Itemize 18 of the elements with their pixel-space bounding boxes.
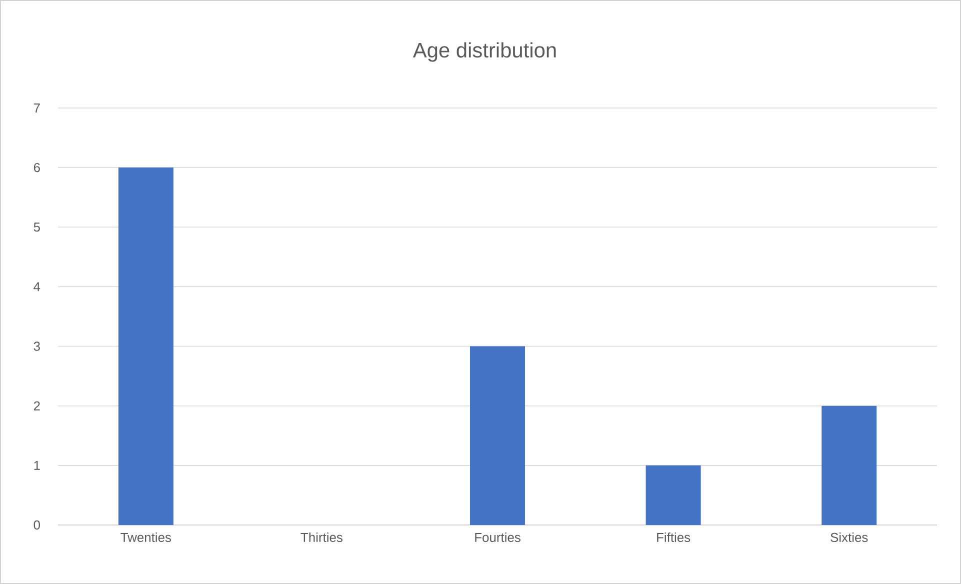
y-tick-label: 6 (34, 162, 40, 172)
x-tick-label: Sixties (830, 532, 868, 542)
y-tick-label: 3 (34, 342, 40, 351)
y-tick-label: 5 (34, 222, 40, 232)
bar (646, 465, 701, 525)
bar (470, 346, 526, 525)
bar (822, 406, 877, 525)
y-tick-label: 0 (34, 520, 40, 530)
y-tick-label: 7 (34, 104, 40, 112)
x-tick-label: Fourties (475, 532, 520, 542)
y-tick-label: 1 (34, 460, 40, 470)
x-tick-label: Twenties (120, 532, 171, 542)
bar (118, 168, 174, 525)
y-tick-label: 2 (34, 401, 40, 410)
chart-title: Age distribution (412, 42, 556, 62)
x-tick-label: Thirties (300, 532, 342, 542)
x-tick-label: Fifties (657, 532, 690, 542)
y-tick-label: 4 (34, 282, 40, 292)
